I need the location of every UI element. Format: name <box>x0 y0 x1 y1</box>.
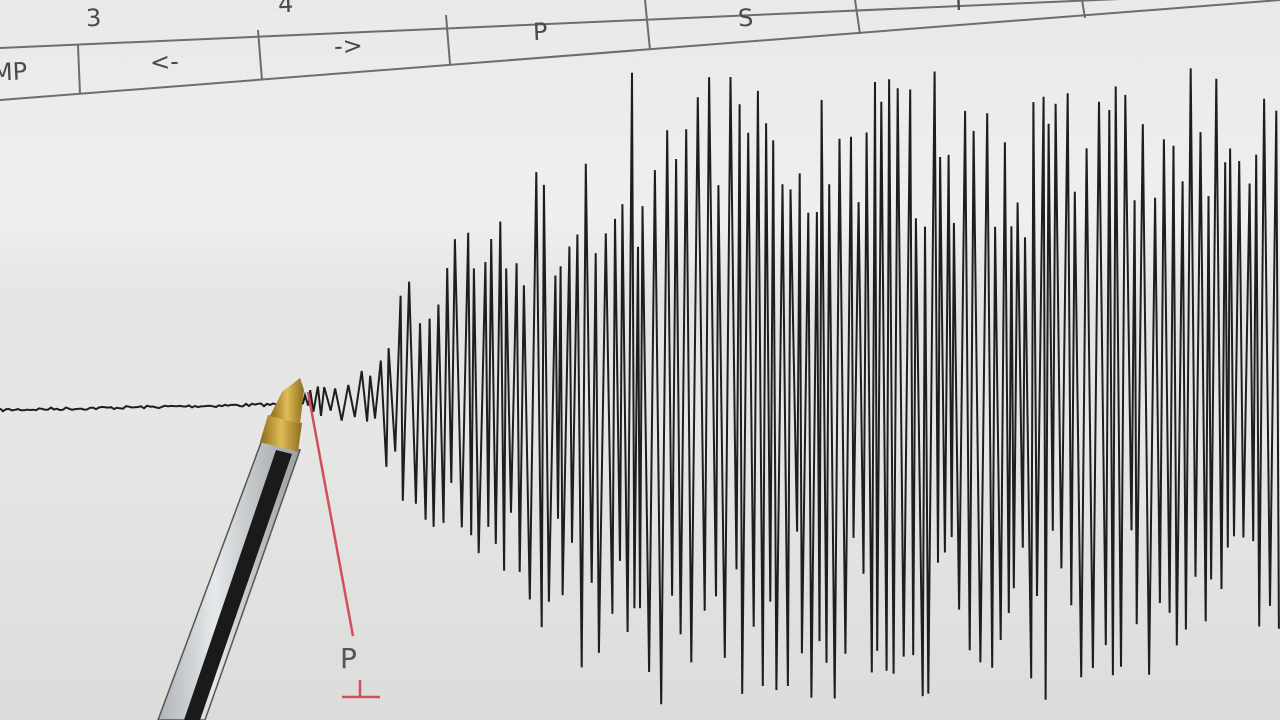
header-cell-3[interactable]: 3 <box>85 3 102 33</box>
header-grid <box>0 0 1280 101</box>
header-cell-4[interactable]: 4 <box>277 0 294 19</box>
trace-line <box>0 68 1280 705</box>
header-cell-i[interactable]: I <box>954 0 963 17</box>
pen <box>157 378 304 720</box>
seismic-trace <box>0 68 1280 705</box>
header-cell-forward[interactable]: -> <box>333 31 364 61</box>
header-cell-back[interactable]: <- <box>149 47 180 77</box>
header-cell-p[interactable]: P <box>532 17 549 47</box>
header-cell-s[interactable]: S <box>737 3 754 33</box>
header-cell-mp[interactable]: MP <box>0 57 28 87</box>
p-wave-marker-line <box>306 391 355 637</box>
p-wave-label: P <box>340 642 357 675</box>
